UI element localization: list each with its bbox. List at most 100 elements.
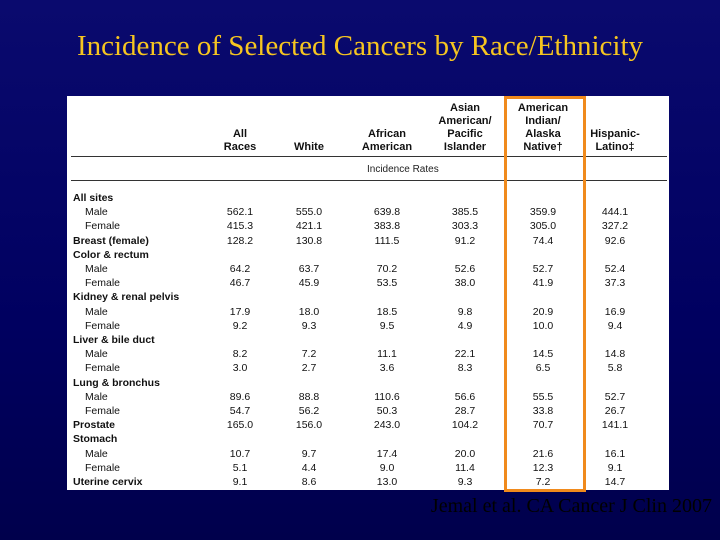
table-cell: 9.5 [379,319,395,332]
table-cell: 16.9 [604,305,626,318]
column-header-line: African [368,128,406,140]
slide-title: Incidence of Selected Cancers by Race/Et… [76,30,644,62]
column-header-line: Hispanic- [590,128,640,140]
table-cell: 327.2 [601,220,629,233]
table-cell: 18.0 [298,305,320,318]
table-cell: 9.1 [607,461,623,474]
table-cell: 9.3 [457,476,473,488]
table-row: Female 5.1 4.4 9.0 11.4 12.3 9.1 [67,461,669,475]
table-cell: 21.6 [532,447,554,460]
column-header: Hispanic- Latino‡ [578,96,652,154]
table-row: Color & rectum [67,248,669,262]
row-label: Female [85,461,121,474]
table-cell: 92.6 [604,234,626,247]
column-header: African American [350,96,424,154]
table-cell: 130.8 [295,234,323,247]
table-cell: 52.7 [532,263,554,275]
table-cell: 10.0 [532,319,554,332]
table-cell: 156.0 [295,419,323,432]
column-header: All Races [203,96,277,154]
table-cell: 56.2 [298,405,320,417]
row-label: Male [85,206,108,219]
table-cell: 89.6 [229,390,251,403]
table-cell: 54.7 [229,405,251,417]
column-header-line: Islander [443,141,487,153]
table-cell: 5.1 [232,461,248,474]
table-cell: 52.7 [604,390,626,403]
table-cell: 6.5 [535,362,551,375]
table-cell: 555.0 [295,206,323,219]
table-cell: 14.8 [604,348,626,361]
table-cell: 383.8 [373,220,401,233]
table-row: Stomach [67,432,669,446]
table-cell: 20.0 [454,447,476,460]
table-cell: 104.2 [451,419,479,432]
table-cell: 18.5 [376,305,398,318]
table-cell: 46.7 [229,277,251,290]
table-cell: 50.3 [376,405,398,417]
table-cell: 11.4 [455,461,475,474]
incidence-rates-subheader: Incidence Rates [367,164,439,175]
column-header-line: Native† [523,141,563,153]
table-cell: 56.6 [454,390,476,403]
table-cell: 45.9 [298,277,320,290]
table-cell: 38.0 [454,277,476,290]
table-cell: 20.9 [532,305,554,318]
table-cell: 4.9 [457,319,473,332]
table-cell: 11.1 [377,348,397,361]
table-cell: 41.9 [532,277,554,290]
table-cell: 8.2 [232,348,248,361]
row-label: Female [85,220,121,233]
native-column-highlight [504,96,586,492]
subheader-rule [71,180,667,181]
table-cell: 22.1 [454,348,476,361]
table-cell: 52.4 [604,263,626,275]
row-label: Male [85,305,108,318]
row-label: Uterine cervix [73,476,143,488]
row-label: Male [85,348,108,361]
table-cell: 91.2 [454,234,476,247]
table-cell: 141.1 [601,419,629,432]
table-row: Female 3.0 2.7 3.6 8.3 6.5 5.8 [67,361,669,375]
column-header-line: Indian/ [525,115,561,127]
table-cell: 16.1 [604,447,626,460]
table-cell: 10.7 [229,447,251,460]
row-label: Female [85,277,121,290]
table-cell: 52.6 [454,263,476,275]
table-row: Male 10.7 9.7 17.4 20.0 21.6 16.1 [67,447,669,461]
column-header-line: Latino‡ [595,141,635,153]
table-cell: 111.5 [374,234,400,247]
table-row: Male 64.2 63.7 70.2 52.6 52.7 52.4 [67,262,669,276]
table-cell: 88.8 [298,390,320,403]
table-cell: 243.0 [373,419,401,432]
row-label: Male [85,263,108,275]
row-label: Male [85,447,108,460]
table-cell: 3.0 [232,362,248,375]
table-row: Kidney & renal pelvis [67,290,669,304]
column-header-line: Alaska [525,128,561,140]
table-cell: 562.1 [226,206,254,219]
table-cell: 5.8 [607,362,623,375]
row-label: Kidney & renal pelvis [73,291,180,304]
column-header-line: American [517,102,569,114]
table-row: Liver & bile duct [67,333,669,347]
table-row: Male 8.2 7.2 11.1 22.1 14.5 14.8 [67,347,669,361]
row-label: Liver & bile duct [73,334,155,346]
row-label: All sites [73,192,114,204]
table-cell: 3.6 [379,362,395,375]
table-cell: 37.3 [604,277,626,290]
table-cell: 7.2 [301,348,317,361]
table-cell: 303.3 [451,220,479,233]
table-cell: 9.7 [301,447,317,460]
row-label: Lung & bronchus [73,376,160,389]
table-row: All sites [67,191,669,205]
table-cell: 7.2 [535,476,551,488]
table-cell: 13.0 [376,476,398,488]
table-row: Female 415.3 421.1 383.8 303.3 305.0 327.2 [67,219,669,233]
table-cell: 421.1 [295,220,323,233]
row-label: Prostate [73,419,116,432]
table-cell: 9.4 [607,319,623,332]
table-row: Female 54.7 56.2 50.3 28.7 33.8 26.7 [67,404,669,418]
table-cell: 12.3 [532,461,554,474]
table-row: Breast (female) 128.2 130.8 111.5 91.2 74.4 92… [67,234,669,248]
